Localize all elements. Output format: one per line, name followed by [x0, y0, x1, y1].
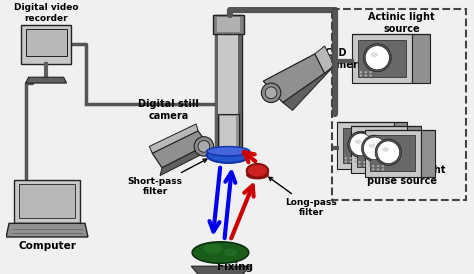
Polygon shape — [370, 135, 416, 171]
Polygon shape — [365, 130, 421, 176]
Polygon shape — [213, 15, 244, 34]
Circle shape — [370, 71, 372, 73]
Ellipse shape — [247, 164, 268, 178]
Circle shape — [382, 165, 384, 167]
Polygon shape — [219, 17, 238, 149]
Circle shape — [375, 139, 401, 165]
Polygon shape — [356, 132, 402, 167]
Circle shape — [363, 164, 365, 167]
Circle shape — [382, 168, 384, 171]
Circle shape — [365, 75, 367, 77]
Polygon shape — [394, 122, 408, 169]
Circle shape — [350, 157, 352, 159]
Ellipse shape — [371, 52, 378, 57]
Polygon shape — [14, 181, 80, 223]
Circle shape — [348, 131, 374, 158]
Ellipse shape — [355, 139, 362, 144]
Polygon shape — [217, 17, 240, 32]
Circle shape — [358, 161, 361, 163]
Polygon shape — [283, 65, 335, 110]
Circle shape — [377, 165, 379, 167]
Polygon shape — [343, 128, 388, 163]
Circle shape — [377, 168, 379, 171]
Text: Computer: Computer — [18, 241, 76, 251]
Circle shape — [355, 161, 357, 163]
Polygon shape — [315, 46, 335, 73]
Text: Digital video
recorder: Digital video recorder — [14, 3, 78, 23]
Polygon shape — [152, 131, 208, 168]
Circle shape — [372, 168, 374, 171]
Circle shape — [355, 157, 357, 159]
Text: Digital still
camera: Digital still camera — [138, 99, 199, 121]
Polygon shape — [215, 15, 219, 151]
Circle shape — [360, 71, 362, 73]
Polygon shape — [21, 25, 72, 64]
Polygon shape — [19, 184, 75, 218]
Circle shape — [372, 165, 374, 167]
Circle shape — [360, 75, 362, 77]
Circle shape — [350, 161, 352, 163]
Circle shape — [345, 157, 347, 159]
Ellipse shape — [207, 147, 250, 156]
Circle shape — [365, 71, 367, 73]
Circle shape — [265, 87, 277, 99]
Polygon shape — [408, 126, 421, 173]
Polygon shape — [218, 114, 239, 151]
Ellipse shape — [368, 143, 375, 148]
Polygon shape — [412, 34, 430, 83]
Polygon shape — [238, 15, 242, 151]
Polygon shape — [149, 124, 198, 153]
Text: Short-pass
filter: Short-pass filter — [128, 159, 207, 196]
Circle shape — [350, 133, 373, 156]
Circle shape — [370, 75, 372, 77]
Ellipse shape — [382, 147, 389, 152]
Circle shape — [362, 135, 388, 162]
Polygon shape — [358, 40, 406, 77]
Polygon shape — [6, 223, 88, 237]
Polygon shape — [26, 77, 66, 83]
Polygon shape — [351, 126, 408, 173]
Circle shape — [363, 161, 365, 163]
Circle shape — [198, 141, 210, 152]
Circle shape — [377, 141, 400, 164]
Text: Long-pass
filter: Long-pass filter — [269, 177, 337, 217]
Ellipse shape — [192, 242, 249, 263]
Text: Actinic light
source: Actinic light source — [368, 12, 435, 33]
Text: Saturation light
pulse source: Saturation light pulse source — [358, 165, 445, 187]
Polygon shape — [160, 144, 208, 176]
Text: CCD
camera: CCD camera — [325, 48, 365, 70]
Circle shape — [363, 44, 392, 72]
Polygon shape — [220, 116, 236, 149]
Circle shape — [261, 83, 281, 102]
Text: Fixing: Fixing — [217, 262, 253, 272]
Circle shape — [364, 137, 386, 160]
Polygon shape — [421, 130, 435, 176]
Circle shape — [345, 161, 347, 163]
Ellipse shape — [247, 170, 268, 179]
Polygon shape — [337, 122, 394, 169]
Circle shape — [194, 137, 214, 156]
Circle shape — [368, 164, 371, 167]
Ellipse shape — [223, 249, 237, 256]
Polygon shape — [215, 15, 242, 151]
Polygon shape — [191, 266, 250, 274]
Polygon shape — [263, 54, 325, 102]
Polygon shape — [26, 30, 66, 56]
Polygon shape — [352, 34, 412, 83]
Circle shape — [358, 164, 361, 167]
Circle shape — [365, 46, 390, 70]
Ellipse shape — [203, 244, 222, 253]
Circle shape — [368, 161, 371, 163]
Ellipse shape — [207, 147, 250, 163]
